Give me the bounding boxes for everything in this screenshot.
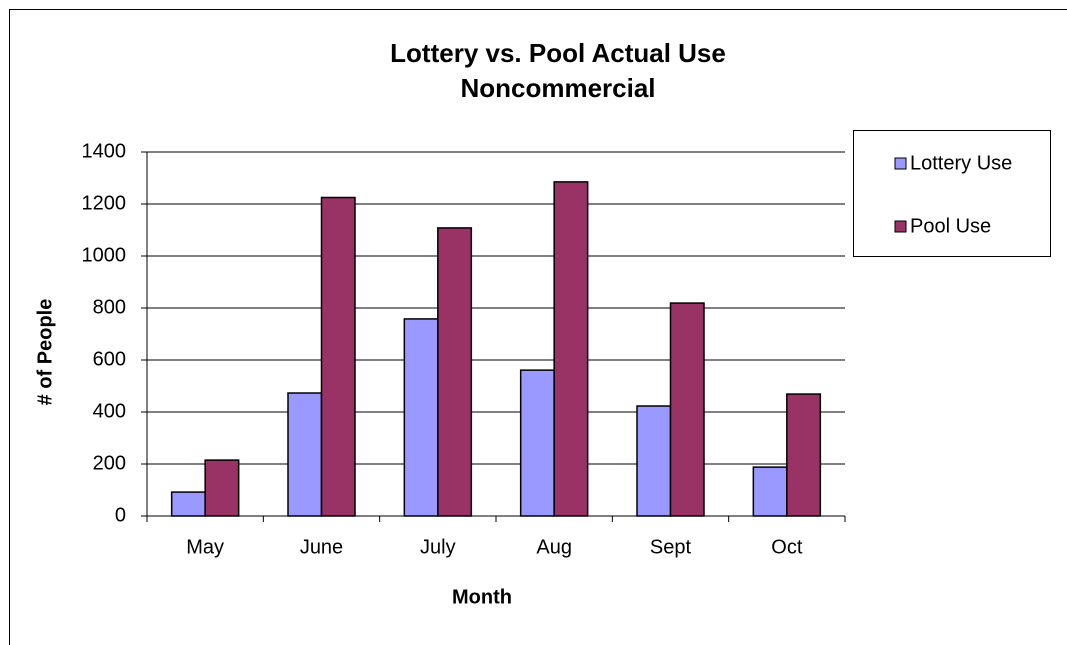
legend-box [853, 130, 1051, 257]
bar [669, 302, 705, 517]
x-axis-label: Month [452, 586, 512, 608]
x-tick-label: May [186, 536, 224, 558]
x-tick-label: July [420, 536, 456, 558]
bar [320, 196, 356, 517]
y-tick-label: 800 [93, 296, 126, 318]
x-tick-label: Oct [771, 536, 803, 558]
bar [752, 466, 788, 517]
bar [519, 369, 555, 517]
bar [403, 318, 439, 517]
y-tick-label: 1000 [82, 244, 127, 266]
bar [437, 227, 473, 517]
x-tick-label: Sept [650, 536, 692, 558]
legend-label: Pool Use [910, 215, 991, 237]
y-tick-label: 600 [93, 348, 126, 370]
bar [553, 181, 589, 517]
y-axis-label: # of People [34, 299, 56, 406]
legend-swatch [894, 220, 907, 233]
legend-label: Lottery Use [910, 152, 1012, 174]
x-tick-label: Aug [536, 536, 572, 558]
bar [287, 392, 323, 517]
chart-subtitle: Noncommercial [460, 73, 655, 103]
legend-swatch [894, 157, 907, 170]
y-tick-label: 200 [93, 452, 126, 474]
y-tick-label: 1200 [82, 192, 127, 214]
bar [636, 405, 672, 517]
y-tick-label: 1400 [82, 140, 127, 162]
chart-border [9, 9, 1067, 645]
chart-title: Lottery vs. Pool Actual Use [390, 38, 726, 68]
bar [786, 393, 822, 517]
y-tick-label: 0 [115, 504, 126, 526]
y-tick-label: 400 [93, 400, 126, 422]
bar [204, 459, 240, 517]
bar [170, 491, 206, 517]
x-tick-label: June [300, 536, 343, 558]
